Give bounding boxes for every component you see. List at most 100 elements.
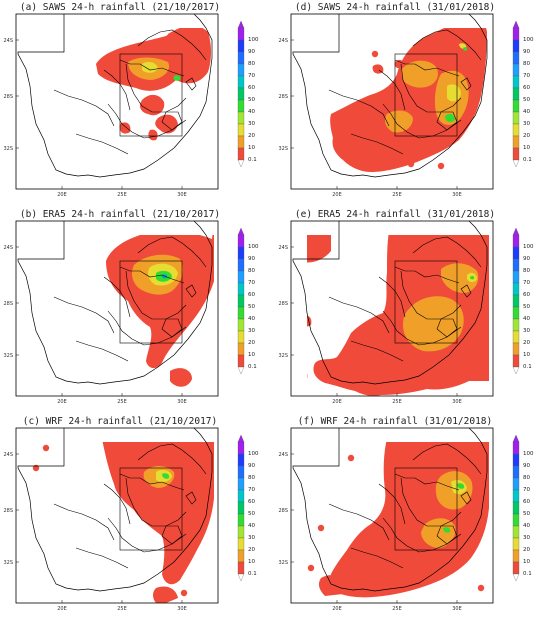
panel-title: (d) SAWS 24-h rainfall (31/01/2018) (294, 2, 496, 13)
lat-tick-label: 24S (278, 245, 288, 251)
colorbar-swatch (512, 147, 520, 161)
colorbar-label: 40 (248, 109, 255, 115)
province-border (125, 63, 187, 113)
rain-patch (119, 122, 131, 134)
colorbar-swatch (512, 318, 520, 332)
colorbar-label: 80 (248, 268, 255, 274)
lon-tick-label: 20E (332, 399, 342, 405)
map-frame (15, 427, 219, 604)
province-border (436, 318, 458, 338)
province-border (382, 310, 462, 346)
rain-patch (447, 84, 461, 102)
province-border (412, 236, 482, 268)
colorbar-label: 10 (248, 145, 255, 151)
coastline (292, 427, 488, 592)
rain-speck (377, 122, 385, 130)
province-border (53, 503, 115, 541)
colorbar-swatch (512, 441, 520, 455)
province-border (53, 89, 115, 127)
panel-c: (c) WRF 24-h rainfall (21/10/2017) 24S 28… (0, 414, 275, 621)
lon-tick-label: 20E (332, 606, 342, 612)
colorbar-label: 10 (523, 352, 530, 358)
colorbar-swatch (237, 501, 245, 515)
colorbar-swatch (237, 27, 245, 41)
colorbar-bottom-arrow (512, 366, 520, 375)
colorbar-swatch (512, 330, 520, 344)
rain-patch (136, 221, 186, 231)
coastline (17, 427, 213, 592)
province-border (460, 284, 472, 298)
colorbar-label: 70 (523, 280, 530, 286)
colorbar-label: 60 (248, 292, 255, 298)
province-border (412, 443, 482, 475)
rain-layer (106, 221, 214, 387)
colorbar-swatch (512, 99, 520, 113)
rain-speck (23, 453, 29, 459)
colorbar-swatch (237, 135, 245, 149)
colorbar-swatch (512, 525, 520, 539)
colorbar-label: 30 (248, 535, 255, 541)
lat-tick-label: 24S (3, 38, 13, 44)
colorbar-label: 50 (248, 97, 255, 103)
lon-tick-label: 25E (117, 399, 127, 405)
colorbar-swatch (512, 489, 520, 503)
panel-title: (f) WRF 24-h rainfall (31/01/2018) (297, 416, 493, 427)
colorbar-label: 90 (248, 49, 255, 55)
colorbar-label: 80 (248, 475, 255, 481)
colorbar: 100 90 80 70 60 50 40 30 20 10 0.1 (237, 227, 259, 375)
lat-tick-label: 28S (3, 301, 13, 307)
panel-a: (a) SAWS 24-h rainfall (21/10/2017) 24S 2… (0, 0, 275, 207)
province-border (350, 340, 404, 362)
colorbar-label: 60 (248, 499, 255, 505)
coastline (292, 13, 488, 178)
colorbar-swatch (512, 75, 520, 89)
province-border (53, 296, 115, 334)
colorbar: 100 90 80 70 60 50 40 30 20 10 0.1 (512, 20, 534, 168)
map-outlines (17, 427, 213, 592)
colorbar-swatch (512, 561, 520, 575)
lat-tick-label: 28S (278, 301, 288, 307)
lon-tick-label: 25E (392, 192, 402, 198)
colorbar-label: 70 (523, 73, 530, 79)
colorbar-top-arrow (512, 227, 520, 236)
colorbar-swatch (512, 513, 520, 527)
colorbar-label: 50 (248, 511, 255, 517)
province-border (161, 525, 183, 545)
colorbar-label: 100 (248, 451, 259, 457)
colorbar-label: 70 (248, 487, 255, 493)
inner-domain-box (394, 260, 458, 344)
lon-tick-label: 30E (452, 399, 462, 405)
province-border (400, 477, 462, 527)
colorbar-label: 90 (523, 463, 530, 469)
lon-tick-label: 20E (57, 399, 67, 405)
colorbar-label: 60 (523, 499, 530, 505)
rain-speck (357, 574, 365, 582)
rain-speck (437, 162, 445, 170)
panel-f: (f) WRF 24-h rainfall (31/01/2018) 24S 28… (275, 414, 550, 621)
inner-domain-box (394, 53, 458, 137)
rain-patch (295, 546, 306, 557)
map-frame (290, 427, 494, 604)
colorbar-swatch (237, 342, 245, 356)
map-frame (15, 220, 219, 397)
province-border (400, 63, 462, 113)
colorbar-label: 30 (248, 121, 255, 127)
colorbar: 100 90 80 70 60 50 40 30 20 10 0.1 (237, 434, 259, 582)
lon-tick-label: 25E (392, 606, 402, 612)
province-border (75, 133, 129, 155)
colorbar-label: 40 (523, 109, 530, 115)
colorbar-label: 80 (523, 268, 530, 274)
colorbar-label: 0.1 (523, 364, 532, 370)
lat-tick-label: 28S (3, 508, 13, 514)
colorbar-swatch (237, 489, 245, 503)
rain-patch (331, 221, 361, 231)
rain-patch (153, 586, 178, 603)
rain-patch (470, 275, 475, 280)
colorbar-bottom-arrow (237, 366, 245, 375)
province-border (328, 296, 390, 334)
rain-speck (180, 589, 188, 597)
colorbar-label: 20 (248, 547, 255, 553)
colorbar-label: 40 (523, 316, 530, 322)
